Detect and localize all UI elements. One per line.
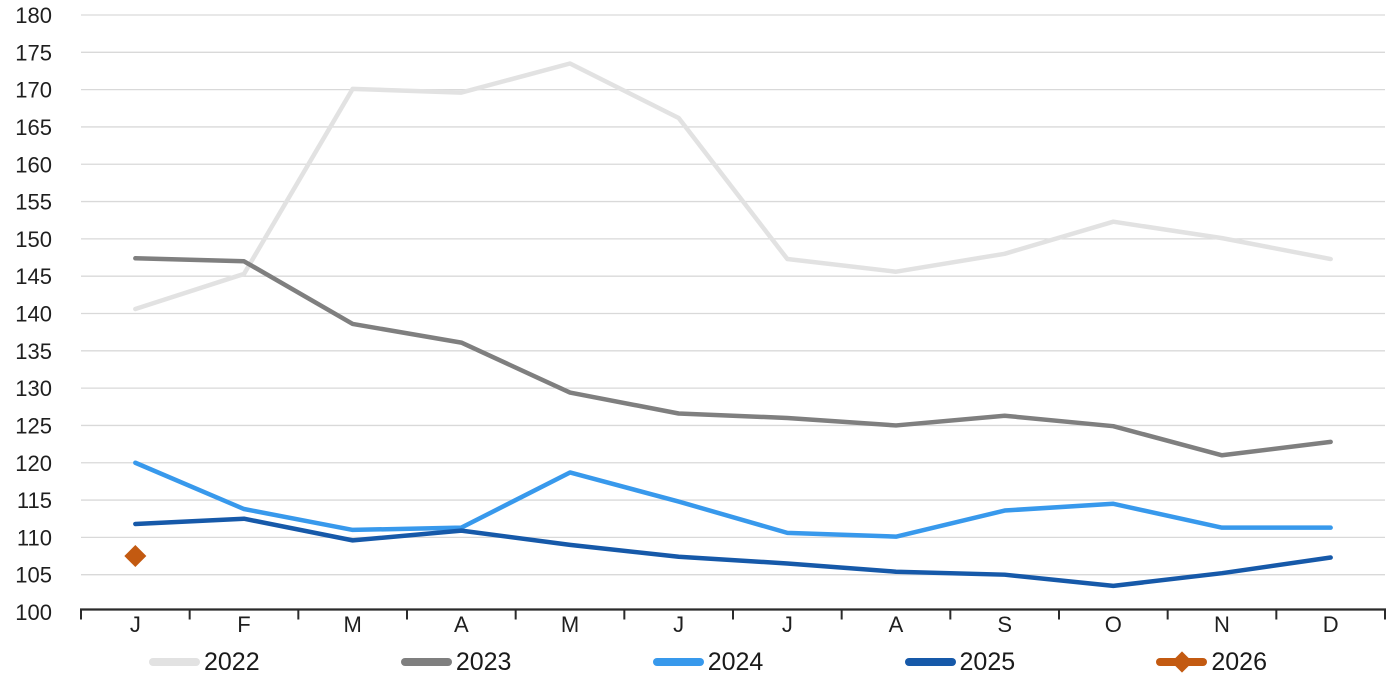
legend-label-2026: 2026 (1211, 647, 1267, 676)
y-tick-label: 130 (15, 376, 52, 401)
series-line-2025 (133, 516, 1333, 589)
x-tick-label: F (237, 612, 250, 637)
y-tick-label: 110 (17, 525, 52, 550)
y-tick-label: 170 (15, 78, 52, 103)
y-tick-label: 150 (15, 227, 52, 252)
x-tick-label: M (561, 612, 579, 637)
x-tick-label: J (130, 612, 141, 637)
x-tick-label: A (889, 612, 904, 637)
y-tick-label: 120 (15, 451, 52, 476)
legend-label-2022: 2022 (204, 647, 260, 676)
legend-swatch-2023 (400, 658, 452, 666)
legend-swatch-2022 (149, 658, 200, 666)
y-tick-label: 180 (15, 3, 52, 28)
y-tick-label: 125 (15, 413, 52, 438)
series-line-2024 (133, 460, 1333, 539)
series-marker-2026 (124, 545, 147, 568)
y-tick-label: 145 (15, 264, 52, 289)
x-tick-label: N (1214, 612, 1230, 637)
y-tick-label: 165 (15, 115, 52, 140)
legend-label-2024: 2024 (707, 647, 764, 676)
x-tick-label: A (454, 612, 469, 637)
legend-item-2023: 2023 (400, 647, 512, 677)
y-tick-label: 160 (15, 152, 52, 177)
legend-item-2026: 2026 (1156, 648, 1267, 677)
x-tick-label: S (997, 612, 1012, 637)
y-tick-label: 175 (15, 40, 52, 65)
series-line-2022 (133, 61, 1333, 312)
chart-legend: 2022 2023 2024 2025 2026 (149, 642, 1267, 682)
x-tick-label: J (782, 612, 793, 637)
legend-item-2024: 2024 (652, 647, 764, 677)
legend-swatch-2026 (1156, 651, 1208, 673)
diamond-marker-icon (1171, 651, 1193, 673)
legend-swatch-2024 (652, 658, 704, 666)
x-tick-label: D (1323, 612, 1339, 637)
y-tick-label: 155 (15, 190, 52, 215)
legend-item-2022: 2022 (149, 648, 260, 677)
series-line-2023 (133, 256, 1333, 458)
y-tick-label: 115 (17, 488, 52, 513)
y-tick-label: 140 (15, 302, 52, 327)
legend-label-2025: 2025 (959, 647, 1016, 676)
x-tick-label: M (344, 612, 362, 637)
y-tick-label: 105 (15, 563, 52, 588)
y-tick-label: 100 (15, 600, 52, 625)
x-tick-label: O (1105, 612, 1122, 637)
legend-item-2025: 2025 (904, 647, 1016, 677)
legend-swatch-2025 (904, 658, 956, 666)
legend-label-2023: 2023 (455, 647, 512, 676)
y-tick-label: 135 (15, 339, 52, 364)
x-tick-label: J (673, 612, 684, 637)
